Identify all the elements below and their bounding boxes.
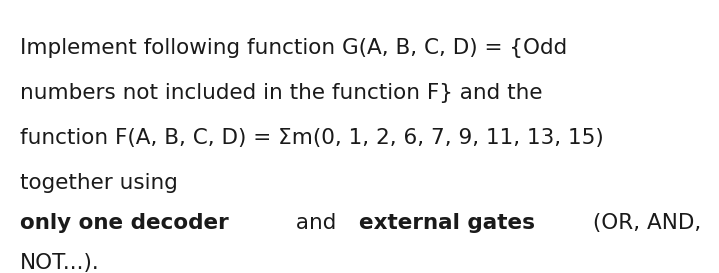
- Text: function F(A, B, C, D) = Σm(0, 1, 2, 6, 7, 9, 11, 13, 15): function F(A, B, C, D) = Σm(0, 1, 2, 6, …: [20, 128, 604, 148]
- Text: together using: together using: [20, 173, 178, 193]
- Text: only one decoder: only one decoder: [20, 213, 229, 233]
- Text: Implement following function G(A, B, C, D) = {Odd: Implement following function G(A, B, C, …: [20, 38, 567, 58]
- Text: and: and: [289, 213, 344, 233]
- Text: external gates: external gates: [360, 213, 536, 233]
- Text: (OR, AND,: (OR, AND,: [587, 213, 702, 233]
- Text: numbers not included in the function F} and the: numbers not included in the function F} …: [20, 83, 543, 103]
- Text: NOT...).: NOT...).: [20, 253, 100, 273]
